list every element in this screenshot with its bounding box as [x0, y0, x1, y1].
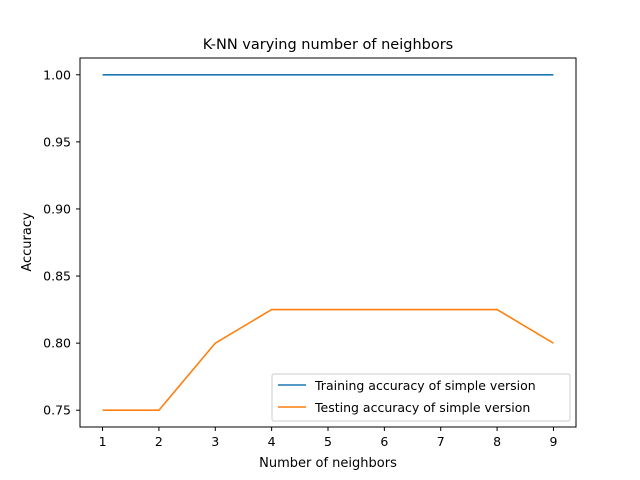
- y-tick-label: 1.00: [43, 67, 71, 82]
- series-lines: [102, 73, 554, 412]
- plot-area: [79, 57, 577, 428]
- y-axis: 0.75 0.80 0.85 0.90 0.95 1.00: [43, 67, 80, 418]
- legend-label-testing: Testing accuracy of simple version: [314, 400, 530, 415]
- legend: Training accuracy of simple version Test…: [271, 373, 571, 422]
- y-axis-label: Accuracy: [20, 212, 35, 272]
- x-tick-label: 4: [268, 434, 276, 449]
- legend-label-training: Training accuracy of simple version: [314, 378, 536, 393]
- x-tick-label: 3: [211, 434, 219, 449]
- axes-frame: [79, 57, 577, 428]
- x-tick-label: 7: [437, 434, 445, 449]
- x-tick-label: 6: [380, 434, 388, 449]
- y-tick-label: 0.80: [43, 336, 71, 351]
- x-tick-label: 1: [99, 434, 107, 449]
- y-tick-label: 0.75: [43, 403, 71, 418]
- x-tick-label: 2: [155, 434, 163, 449]
- x-axis: 1 2 3 4 5 6 7 8 9: [99, 427, 557, 449]
- testing-accuracy-line: [102, 308, 554, 412]
- legend-box: [271, 373, 571, 422]
- chart-title: K-NN varying number of neighbors: [203, 37, 453, 53]
- x-tick-label: 8: [493, 434, 501, 449]
- y-tick-label: 0.95: [43, 134, 71, 149]
- x-tick-label: 5: [324, 434, 332, 449]
- y-tick-label: 0.90: [43, 201, 71, 216]
- x-tick-label: 9: [549, 434, 557, 449]
- y-tick-label: 0.85: [43, 269, 71, 284]
- x-axis-label: Number of neighbors: [259, 456, 397, 471]
